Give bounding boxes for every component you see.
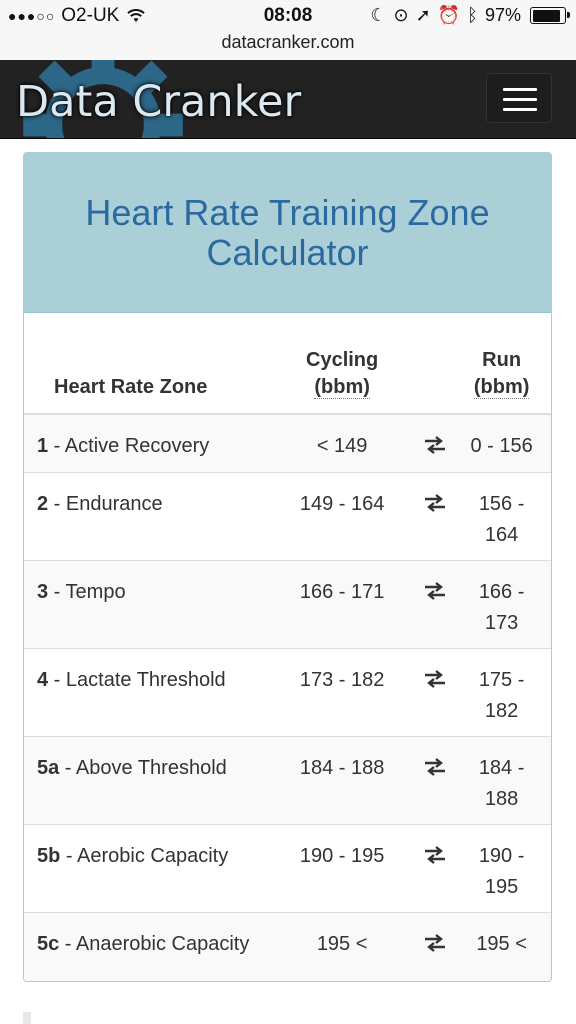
battery-percent: 97% [484, 5, 521, 25]
zone-cell: 5a - Above Threshold [24, 735, 277, 824]
zone-name: - Lactate Threshold [48, 668, 226, 691]
cycling-unit: (bbm) [314, 376, 370, 399]
swap-cell[interactable] [408, 413, 463, 472]
gear-logo-icon [23, 60, 183, 138]
zone-cell: 5b - Aerobic Capacity [24, 823, 277, 912]
table-row: 2 - Endurance 149 - 164 156 - 164 [24, 471, 551, 560]
panel-heading: Heart Rate Training Zone Calculator [24, 153, 551, 313]
site-navbar: Data Cranker [0, 60, 576, 139]
zone-number: 4 [37, 668, 49, 691]
swap-arrows-icon[interactable] [424, 581, 446, 600]
carrier-name: O2-UK [61, 5, 120, 26]
zone-number: 2 [37, 492, 49, 515]
battery-icon [530, 7, 570, 24]
zone-name: - Anaerobic Capacity [59, 932, 250, 955]
run-cell: 156 - 164 [462, 471, 551, 560]
table-row: 5c - Anaerobic Capacity 195 <195 < [24, 911, 551, 981]
zone-cell: 2 - Endurance [24, 471, 277, 560]
cycling-cell: 166 - 171 [276, 559, 408, 648]
table-row: 1 - Active Recovery < 149 0 - 156 [24, 413, 551, 472]
run-cell: 0 - 156 [462, 413, 551, 472]
zone-name: - Aerobic Capacity [60, 844, 229, 867]
zone-cell: 3 - Tempo [24, 559, 277, 648]
cycling-cell: < 149 [276, 413, 408, 472]
signal-strength-icon: ●●●○○ [8, 8, 56, 24]
cycling-cell: 149 - 164 [276, 471, 408, 560]
rotation-lock-icon: ⊙ [393, 5, 409, 25]
zone-number: 5c [37, 932, 60, 955]
page-title: Heart Rate Training Zone Calculator [85, 191, 490, 273]
zones-table-body: 1 - Active Recovery < 149 0 - 156 2 - Endur… [24, 413, 551, 981]
swap-cell[interactable] [408, 559, 463, 648]
zone-name: - Tempo [48, 580, 126, 603]
zone-cell: 1 - Active Recovery [24, 413, 277, 472]
hamburger-menu-icon [503, 108, 537, 111]
zone-cell: 5c - Anaerobic Capacity [24, 911, 277, 981]
swap-cell[interactable] [408, 823, 463, 912]
table-row: 5a - Above Threshold 184 - 188 184 - 188 [24, 735, 551, 824]
run-cell: 175 - 182 [462, 647, 551, 736]
zone-cell: 4 - Lactate Threshold [24, 647, 277, 736]
address-bar[interactable]: datacranker.com [0, 32, 576, 60]
zone-number: 3 [37, 580, 49, 603]
swap-arrows-icon[interactable] [424, 757, 446, 776]
header-swap [408, 313, 463, 415]
bluetooth-icon: ᛒ [467, 5, 478, 25]
table-row: 3 - Tempo 166 - 171 166 - 173 [24, 559, 551, 648]
header-cycling: Cycling (bbm) [276, 313, 408, 415]
carrier-signal: ●●●○○ O2-UK [8, 5, 146, 27]
table-row: 4 - Lactate Threshold 173 - 182 175 - 182 [24, 647, 551, 736]
zones-table: Heart Rate Zone Cycling (bbm) Run (bbm) … [24, 313, 551, 981]
menu-toggle-button[interactable] [486, 73, 552, 123]
zone-number: 5b [37, 844, 61, 867]
zone-number: 1 [37, 435, 49, 457]
zone-name: - Above Threshold [59, 756, 227, 779]
url-text: datacranker.com [221, 32, 355, 52]
cycling-cell: 195 < [276, 911, 408, 981]
brand-logo[interactable]: Data Cranker [16, 77, 302, 127]
cycling-cell: 184 - 188 [276, 735, 408, 824]
run-unit: (bbm) [473, 376, 530, 399]
wifi-icon [127, 9, 146, 22]
status-icons: ☾ ⊙ ➚ ⏰ ᛒ 97% [370, 5, 570, 26]
header-run: Run (bbm) [462, 313, 551, 415]
swap-cell[interactable] [408, 471, 463, 560]
table-header-row: Heart Rate Zone Cycling (bbm) Run (bbm) [24, 313, 551, 415]
run-cell: 190 - 195 [462, 823, 551, 912]
swap-arrows-icon[interactable] [424, 845, 446, 864]
zone-number: 5a [37, 756, 60, 779]
hamburger-menu-icon [503, 98, 537, 101]
run-cell: 195 < [462, 911, 551, 981]
status-bar: ●●●○○ O2-UK 08:08 ☾ ⊙ ➚ ⏰ ᛒ 97% [0, 0, 576, 32]
run-cell: 166 - 173 [462, 559, 551, 648]
zone-name: - Endurance [48, 492, 163, 515]
alarm-icon: ⏰ [437, 5, 461, 25]
moon-icon: ☾ [370, 5, 387, 25]
swap-cell[interactable] [408, 735, 463, 824]
swap-arrows-icon[interactable] [424, 493, 446, 512]
next-panel-edge [23, 1012, 31, 1024]
calculator-panel: Heart Rate Training Zone Calculator Hear… [23, 152, 552, 982]
battery-level [532, 9, 560, 22]
run-cell: 184 - 188 [462, 735, 551, 824]
swap-cell[interactable] [408, 647, 463, 736]
swap-arrows-icon[interactable] [424, 933, 446, 952]
cycling-cell: 190 - 195 [276, 823, 408, 912]
swap-arrows-icon[interactable] [424, 669, 446, 688]
header-zone: Heart Rate Zone [24, 313, 277, 415]
table-row: 5b - Aerobic Capacity 190 - 195 190 - 195 [24, 823, 551, 912]
hamburger-menu-icon [503, 88, 537, 91]
zone-name: - Active Recovery [48, 435, 210, 457]
swap-cell[interactable] [408, 911, 463, 981]
cycling-cell: 173 - 182 [276, 647, 408, 736]
swap-arrows-icon[interactable] [424, 436, 446, 454]
clock: 08:08 [263, 5, 313, 26]
location-arrow-icon: ➚ [415, 5, 431, 25]
